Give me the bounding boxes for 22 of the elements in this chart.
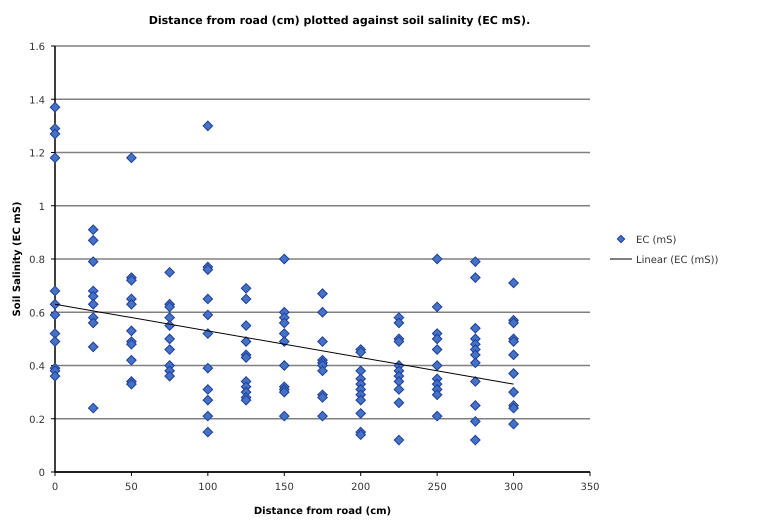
legend-label: Linear (EC (mS)) [636,255,719,266]
y-tick-label: 0.2 [29,414,45,426]
y-tick-label: 1 [38,202,45,213]
x-tick-label: 150 [274,482,294,493]
y-axis-title: Soil Salinity (EC mS) [12,202,23,316]
x-tick-label: 50 [125,482,138,493]
y-tick-label: 0.4 [29,362,45,372]
legend-label: EC (mS) [636,235,676,246]
y-tick-label: 1.2 [29,148,45,160]
y-tick-label: 1.4 [29,95,45,106]
y-tick-label: 0.6 [29,308,45,320]
x-tick-label: 200 [351,482,370,493]
x-tick-label: 300 [504,482,524,493]
y-tick-label: 1.6 [29,42,45,53]
y-tick-label: 0 [38,468,45,479]
x-tick-label: 350 [580,482,600,493]
x-tick-label: 250 [428,482,447,493]
x-axis-title: Distance from road (cm) [254,506,392,517]
y-tick-label: 0.8 [29,255,45,266]
chart-title: Distance from road (cm) plotted against soil salinity (EC mS). [148,14,530,27]
x-tick-label: 0 [52,482,58,493]
x-tick-label: 100 [198,482,218,493]
